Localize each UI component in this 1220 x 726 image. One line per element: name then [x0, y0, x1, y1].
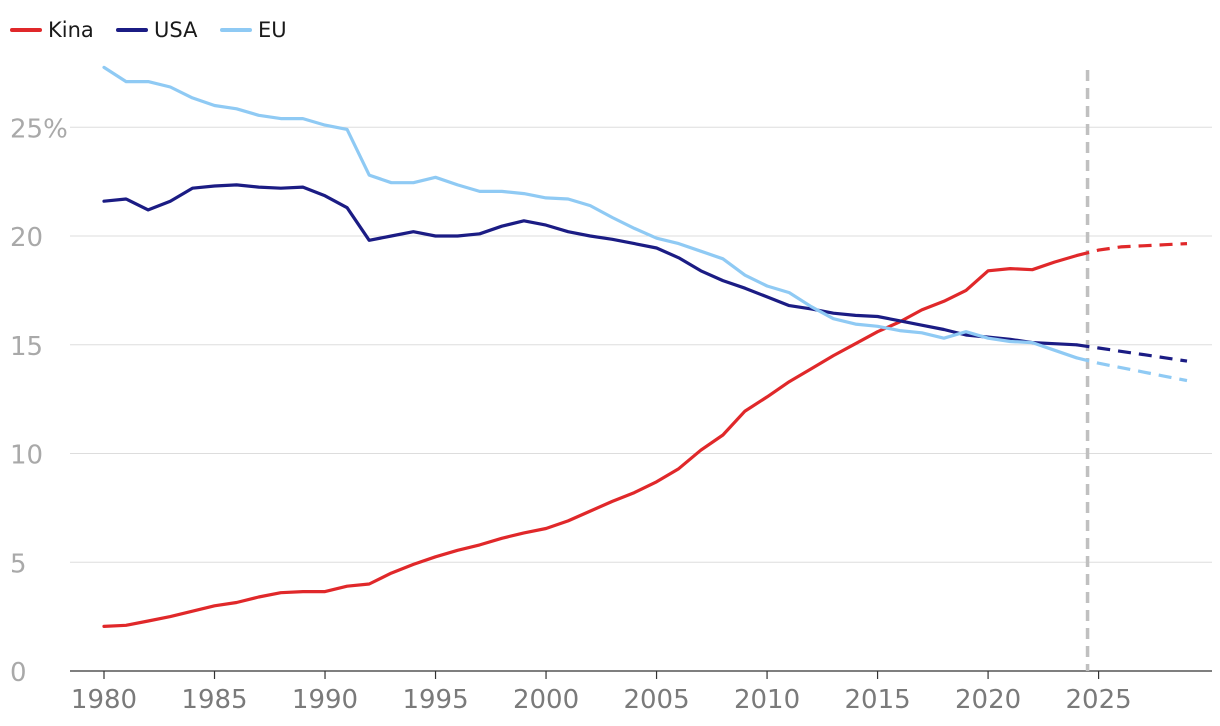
- x-tick-label: 2020: [955, 685, 1021, 715]
- legend-label-usa: USA: [154, 18, 198, 42]
- x-tick-label: 2000: [513, 685, 579, 715]
- y-axis-ticks: 0 5 10 15 20 25%: [10, 114, 68, 688]
- y-tick-label: 0: [10, 658, 27, 688]
- x-axis: 1980 1985 1990 1995 2000 2005 2010 2015 2020 2025: [70, 670, 1212, 715]
- y-tick-label: 25%: [10, 114, 68, 144]
- y-tick-label: 20: [10, 223, 43, 253]
- gridlines: [70, 126, 1212, 563]
- x-tick-label: 2025: [1066, 685, 1132, 715]
- series-line-usa: [102, 183, 1079, 347]
- series-line-kina: [102, 254, 1079, 629]
- x-tick-label: 2015: [844, 685, 910, 715]
- x-tick-label: 2005: [623, 685, 689, 715]
- legend-label-eu: EU: [258, 18, 287, 42]
- x-tick-label: 1990: [292, 685, 358, 715]
- x-tick-label: 2010: [734, 685, 800, 715]
- x-tick-label: 1985: [181, 685, 247, 715]
- series-lines: [102, 65, 1188, 629]
- legend-label-kina: Kina: [48, 18, 94, 42]
- series-forecast-line-eu: [1076, 356, 1188, 383]
- y-tick-label: 5: [10, 549, 27, 579]
- y-tick-label: 15: [10, 332, 43, 362]
- x-tick-label: 1995: [402, 685, 468, 715]
- series-line-eu: [102, 65, 1079, 360]
- series-forecast-line-kina: [1076, 242, 1188, 258]
- y-tick-label: 10: [10, 441, 43, 471]
- legend: Kina USA EU: [10, 18, 287, 42]
- x-tick-label: 1980: [71, 685, 137, 715]
- series-forecast-line-usa: [1076, 343, 1188, 363]
